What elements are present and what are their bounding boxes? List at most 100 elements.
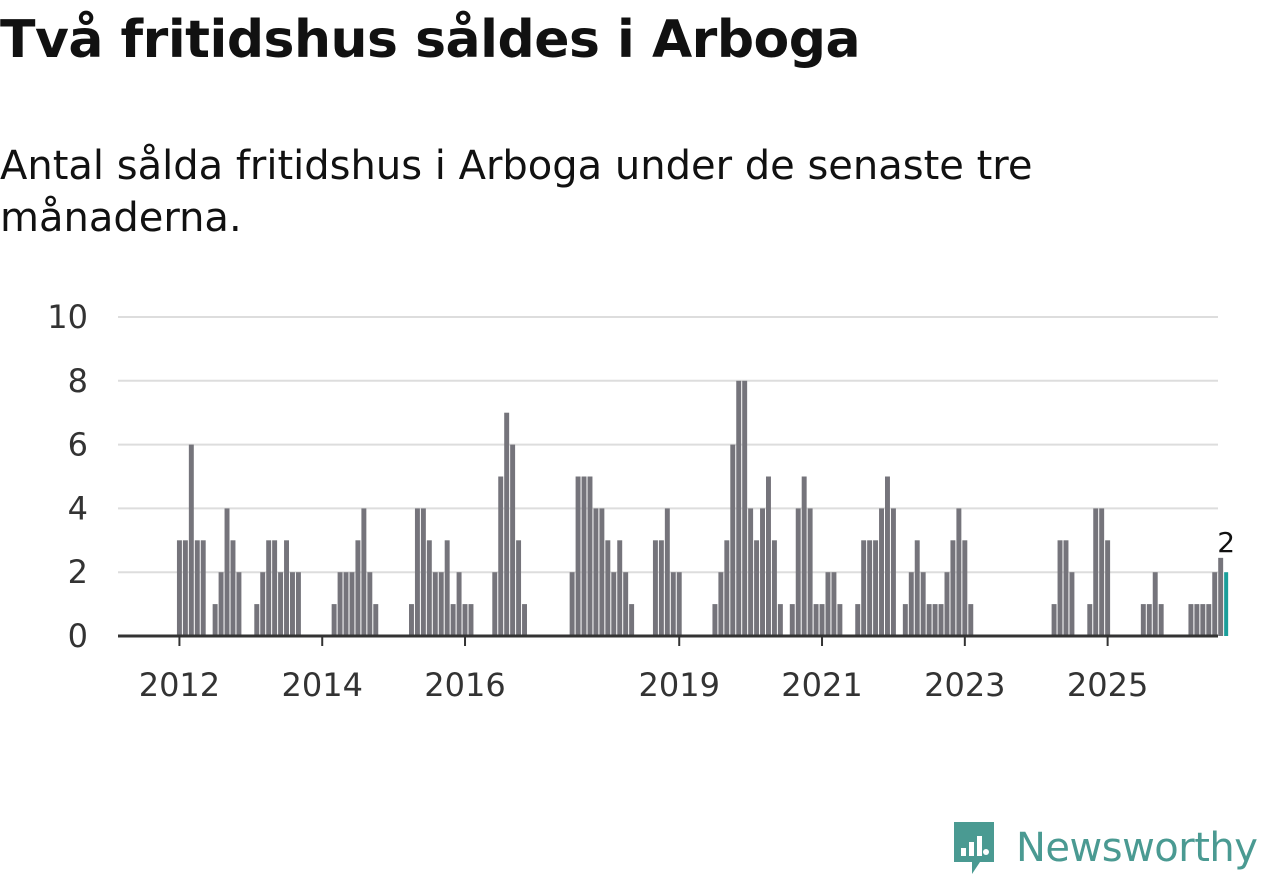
bar — [855, 604, 861, 636]
bar — [867, 540, 873, 636]
bar — [879, 508, 884, 636]
bar — [278, 572, 284, 636]
x-tick-label: 2023 — [924, 666, 1005, 704]
bars — [176, 380, 1229, 636]
brand-name: Newsworthy — [1016, 825, 1258, 871]
bar — [861, 540, 867, 636]
bar — [1069, 572, 1075, 636]
bar — [284, 540, 289, 636]
bar — [456, 572, 462, 636]
bar — [420, 508, 426, 636]
y-tick-label: 2 — [68, 553, 88, 591]
bar — [1057, 540, 1063, 636]
bar — [1105, 540, 1111, 636]
bar — [1200, 604, 1206, 636]
bar — [295, 572, 301, 636]
bar — [956, 508, 962, 636]
bar — [1093, 508, 1099, 636]
bar — [510, 444, 516, 636]
x-tick-label: 2016 — [424, 666, 505, 704]
bar — [1194, 604, 1200, 636]
bar — [254, 604, 260, 636]
x-tick-label: 2014 — [282, 666, 363, 704]
y-tick-label: 0 — [68, 617, 88, 655]
bar-chart: 0 2 4 6 8 10 2012 2014 2016 2019 2021 2023 2025 2 — [47, 298, 1235, 704]
bar — [593, 508, 599, 636]
bar — [920, 572, 926, 636]
bar — [266, 540, 272, 636]
bar — [718, 572, 724, 636]
bar — [224, 508, 230, 636]
bar — [414, 508, 420, 636]
chart-title: Två fritidshus såldes i Arboga — [0, 10, 861, 70]
bar — [188, 444, 194, 636]
bar — [944, 572, 950, 636]
bar — [664, 508, 670, 636]
x-tick-label: 2025 — [1067, 666, 1148, 704]
x-tick-label: 2021 — [781, 666, 862, 704]
bar — [1099, 508, 1105, 636]
bar — [807, 508, 813, 636]
bar — [736, 380, 742, 636]
y-tick-label: 4 — [68, 489, 88, 527]
bar — [902, 604, 908, 636]
bar — [837, 604, 843, 636]
bar — [766, 476, 771, 636]
bar — [908, 572, 914, 636]
bar — [1087, 604, 1093, 636]
bar — [1188, 604, 1194, 636]
chart-subtitle: Antal sålda fritidshus i Arboga under de… — [0, 143, 1033, 241]
bar — [343, 572, 349, 636]
bar — [831, 572, 837, 636]
y-tick-label: 8 — [68, 362, 88, 400]
bar — [760, 508, 765, 636]
bar — [260, 572, 266, 636]
bar — [438, 572, 444, 636]
bar — [748, 508, 754, 636]
bar — [652, 540, 658, 636]
bar — [331, 604, 337, 636]
bar — [504, 412, 510, 636]
bar — [337, 572, 343, 636]
x-axis-ticks: 2012 2014 2016 2019 2021 2023 2025 — [139, 636, 1148, 704]
bar — [361, 508, 367, 636]
bar — [605, 540, 611, 636]
bar — [599, 508, 605, 636]
bar — [801, 476, 807, 636]
bar — [873, 540, 879, 636]
bar — [1206, 604, 1212, 636]
bar — [1224, 572, 1229, 636]
newsworthy-logo: Newsworthy — [950, 818, 1258, 878]
bar — [194, 540, 200, 636]
bar — [355, 540, 361, 636]
bar — [914, 540, 920, 636]
bar — [1146, 604, 1152, 636]
bar — [516, 540, 522, 636]
bar — [373, 604, 379, 636]
bar — [176, 540, 182, 636]
bar — [581, 476, 587, 636]
bar — [432, 572, 438, 636]
bar — [1212, 572, 1218, 636]
bar — [212, 604, 218, 636]
bar — [498, 476, 504, 636]
bar — [813, 604, 819, 636]
bar — [522, 604, 527, 636]
bar — [492, 572, 498, 636]
bar — [1152, 572, 1158, 636]
bar — [890, 508, 896, 636]
bar — [885, 476, 890, 636]
bar — [587, 476, 593, 636]
bar — [777, 604, 783, 636]
bar — [200, 540, 206, 636]
bar — [290, 572, 295, 636]
bar — [426, 540, 432, 636]
bar — [938, 604, 944, 636]
bar — [367, 572, 373, 636]
y-axis-ticks: 0 2 4 6 8 10 — [47, 298, 88, 655]
bar — [409, 604, 414, 636]
bar — [468, 604, 474, 636]
newsworthy-logo-icon — [954, 822, 994, 874]
bar-labels: 2 — [1217, 526, 1235, 559]
bar — [1218, 557, 1224, 636]
